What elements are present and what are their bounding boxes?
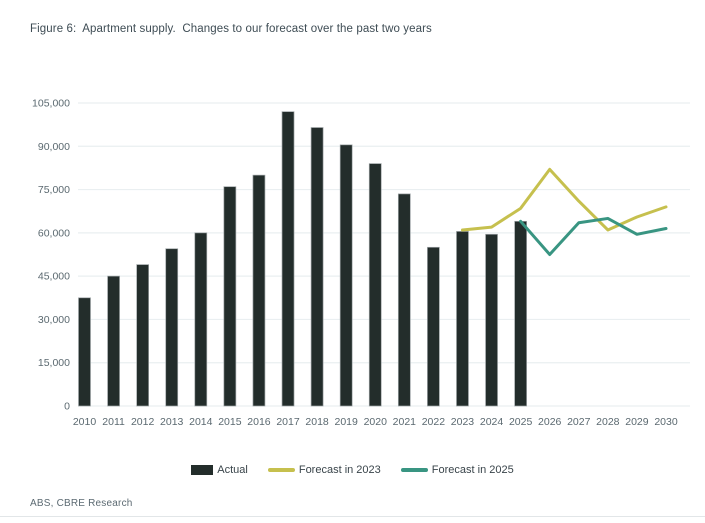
bar-2018 (310, 127, 324, 407)
bar-2012 (136, 264, 149, 407)
x-axis-tick-label: 2026 (538, 416, 562, 428)
y-axis-tick-label: 45,000 (38, 271, 70, 283)
x-axis-tick-label: 2014 (189, 416, 213, 428)
x-axis-tick-label: 2013 (160, 416, 184, 428)
x-axis-tick-label: 2010 (73, 416, 97, 428)
y-axis-tick-label: 15,000 (38, 357, 70, 369)
x-axis-tick-label: 2025 (509, 416, 533, 428)
x-axis-tick-label: 2024 (480, 416, 504, 428)
legend-item-forecast-2023: Forecast in 2023 (267, 464, 381, 476)
figure-title: Figure 6: Apartment supply. Changes to o… (30, 23, 432, 35)
legend-label-actual: Actual (217, 464, 248, 476)
bar-2017 (281, 111, 295, 407)
y-axis-tick-label: 0 (64, 401, 70, 413)
bar-2021 (397, 193, 411, 407)
bar-2025 (514, 220, 527, 407)
y-axis-tick-label: 60,000 (38, 227, 70, 239)
apartment-supply-chart: 0 15,000 30,000 45,000 60,000 75,000 90,000 105… (32, 98, 690, 428)
x-axis-tick-label: 2021 (393, 416, 417, 428)
bar-2013 (165, 248, 179, 407)
x-axis-tick-label: 2022 (422, 416, 446, 428)
forecast-in-2025-line (519, 216, 668, 256)
x-axis-tick-label: 2016 (247, 416, 271, 428)
x-axis-tick-label: 2019 (334, 416, 358, 428)
bar-2014 (194, 232, 208, 407)
bar-2010 (78, 297, 91, 407)
y-axis-tick-label: 75,000 (38, 184, 70, 196)
bar-2019 (339, 144, 353, 407)
bar-2016 (252, 174, 266, 407)
x-axis-tick-label: 2012 (131, 416, 155, 428)
legend-item-forecast-2025: Forecast in 2025 (400, 464, 514, 476)
source-attribution: ABS, CBRE Research (30, 498, 133, 509)
forecast-in-2023-line (460, 167, 668, 232)
x-axis-tick-label: 2029 (625, 416, 649, 428)
bottom-divider (0, 516, 705, 517)
x-axis-tick-label: 2017 (276, 416, 300, 428)
forecast-2023-line-swatch-icon (267, 468, 295, 472)
x-axis-tick-label: 2023 (451, 416, 475, 428)
bar-2020 (368, 163, 382, 407)
legend-label-forecast-2025: Forecast in 2025 (431, 464, 514, 476)
legend-item-actual: Actual (191, 464, 248, 476)
bar-2022 (427, 246, 440, 407)
x-axis-tick-label: 2020 (364, 416, 388, 428)
bar-2024 (485, 233, 498, 407)
y-axis-tick-label: 105,000 (32, 98, 70, 110)
legend-label-forecast-2023: Forecast in 2023 (298, 464, 381, 476)
forecast-2025-line-swatch-icon (400, 468, 428, 472)
x-axis-tick-label: 2018 (305, 416, 329, 428)
bar-2023 (456, 231, 469, 407)
x-axis-tick-label: 2027 (567, 416, 591, 428)
y-axis-tick-label: 30,000 (38, 314, 70, 326)
chart-legend: Actual Forecast in 2023 Forecast in 2025 (0, 459, 705, 481)
bar-2011 (107, 275, 120, 407)
bar-2015 (223, 186, 237, 407)
x-axis-tick-label: 2028 (596, 416, 620, 428)
x-axis-tick-label: 2030 (654, 416, 678, 428)
y-axis-tick-label: 90,000 (38, 141, 70, 153)
actual-bar-swatch-icon (191, 465, 214, 475)
x-axis-tick-label: 2015 (218, 416, 242, 428)
x-axis-tick-label: 2011 (102, 416, 125, 428)
